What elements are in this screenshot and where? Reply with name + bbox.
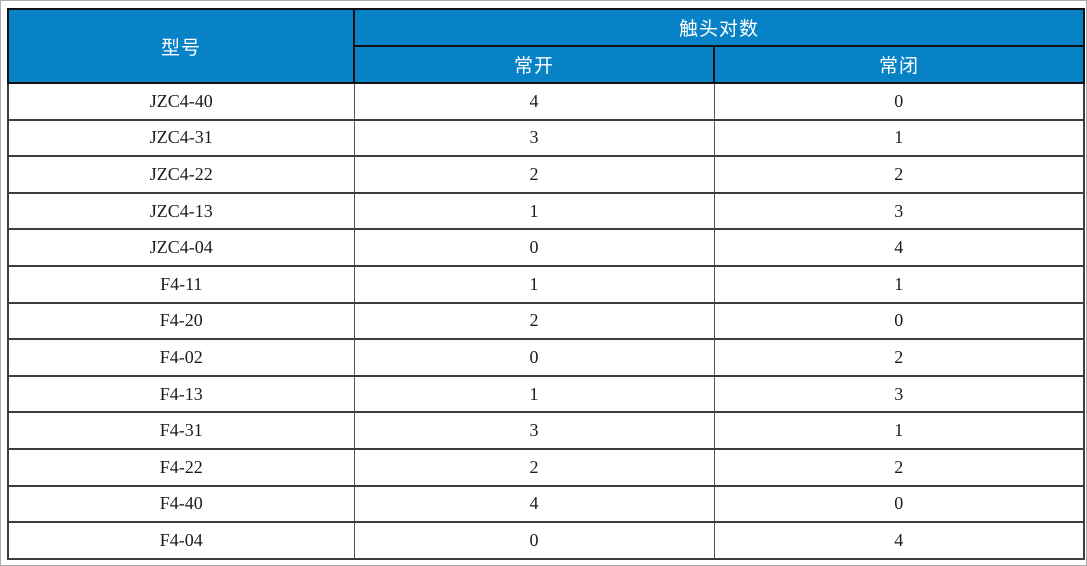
cell-normally-open: 0 [353, 228, 715, 267]
cell-normally-open: 0 [353, 521, 715, 560]
cell-normally-open: 3 [353, 411, 715, 450]
cell-normally-open: 1 [353, 374, 715, 414]
header-row-sub: 常开 常闭 [8, 45, 1086, 84]
cell-model: F4-40 [7, 484, 355, 524]
header-normally-closed: 常闭 [712, 45, 1086, 84]
cell-normally-closed: 4 [713, 228, 1086, 267]
cell-normally-open: 2 [353, 155, 715, 194]
table-header: 型号 触头对数 常开 常闭 [7, 8, 1086, 84]
table-row: JZC4-31 3 1 [7, 118, 1086, 158]
cell-normally-open: 1 [353, 264, 715, 304]
header-contacts-group: 触头对数 [352, 8, 1086, 47]
cell-normally-open: 3 [353, 118, 715, 158]
cell-normally-closed: 1 [713, 411, 1086, 450]
cell-model: F4-13 [7, 374, 355, 414]
header-model: 型号 [7, 8, 355, 84]
cell-normally-open: 0 [353, 338, 715, 377]
table-row: F4-22 2 2 [7, 447, 1086, 487]
table-body: JZC4-40 4 0 JZC4-31 3 1 JZC4-22 2 2 JZC4… [7, 82, 1086, 560]
table-row: F4-11 1 1 [7, 264, 1086, 304]
table-row: F4-40 4 0 [7, 484, 1086, 524]
cell-normally-open: 4 [353, 82, 715, 121]
cell-model: JZC4-22 [7, 155, 355, 194]
cell-model: F4-02 [7, 338, 355, 377]
cell-normally-open: 2 [353, 301, 715, 341]
cell-model: F4-11 [7, 264, 355, 304]
header-normally-open: 常开 [353, 45, 715, 84]
cell-model: F4-22 [7, 447, 355, 487]
table-row: JZC4-04 0 4 [7, 228, 1086, 267]
table-row: F4-04 0 4 [7, 521, 1086, 560]
table-row: F4-13 1 3 [7, 374, 1086, 414]
cell-normally-open: 1 [353, 191, 715, 231]
cell-model: JZC4-40 [7, 82, 355, 121]
cell-normally-closed: 2 [713, 447, 1086, 487]
table-row: F4-20 2 0 [7, 301, 1086, 341]
cell-normally-closed: 4 [713, 521, 1086, 560]
cell-normally-closed: 1 [713, 264, 1086, 304]
header-row-group: 型号 触头对数 [7, 8, 1086, 84]
cell-model: JZC4-31 [7, 118, 355, 158]
cell-model: F4-31 [7, 411, 355, 450]
cell-model: F4-04 [7, 521, 355, 560]
table-row: JZC4-40 4 0 [7, 82, 1086, 121]
cell-normally-closed: 0 [713, 301, 1086, 341]
cell-normally-closed: 1 [713, 118, 1086, 158]
cell-normally-closed: 3 [713, 191, 1086, 231]
cell-normally-closed: 2 [713, 338, 1086, 377]
cell-normally-open: 2 [353, 447, 715, 487]
cell-model: JZC4-04 [7, 228, 355, 267]
cell-model: JZC4-13 [7, 191, 355, 231]
table-row: F4-02 0 2 [7, 338, 1086, 377]
table-row: JZC4-22 2 2 [7, 155, 1086, 194]
cell-normally-open: 4 [353, 484, 715, 524]
table-row: F4-31 3 1 [7, 411, 1086, 450]
cell-normally-closed: 3 [713, 374, 1086, 414]
cell-normally-closed: 0 [713, 82, 1086, 121]
cell-normally-closed: 0 [713, 484, 1086, 524]
cell-model: F4-20 [7, 301, 355, 341]
cell-normally-closed: 2 [713, 155, 1086, 194]
contact-pairs-table: 型号 触头对数 常开 常闭 JZC4-40 4 0 JZC4-31 3 1 JZ… [7, 8, 1086, 560]
table-row: JZC4-13 1 3 [7, 191, 1086, 231]
